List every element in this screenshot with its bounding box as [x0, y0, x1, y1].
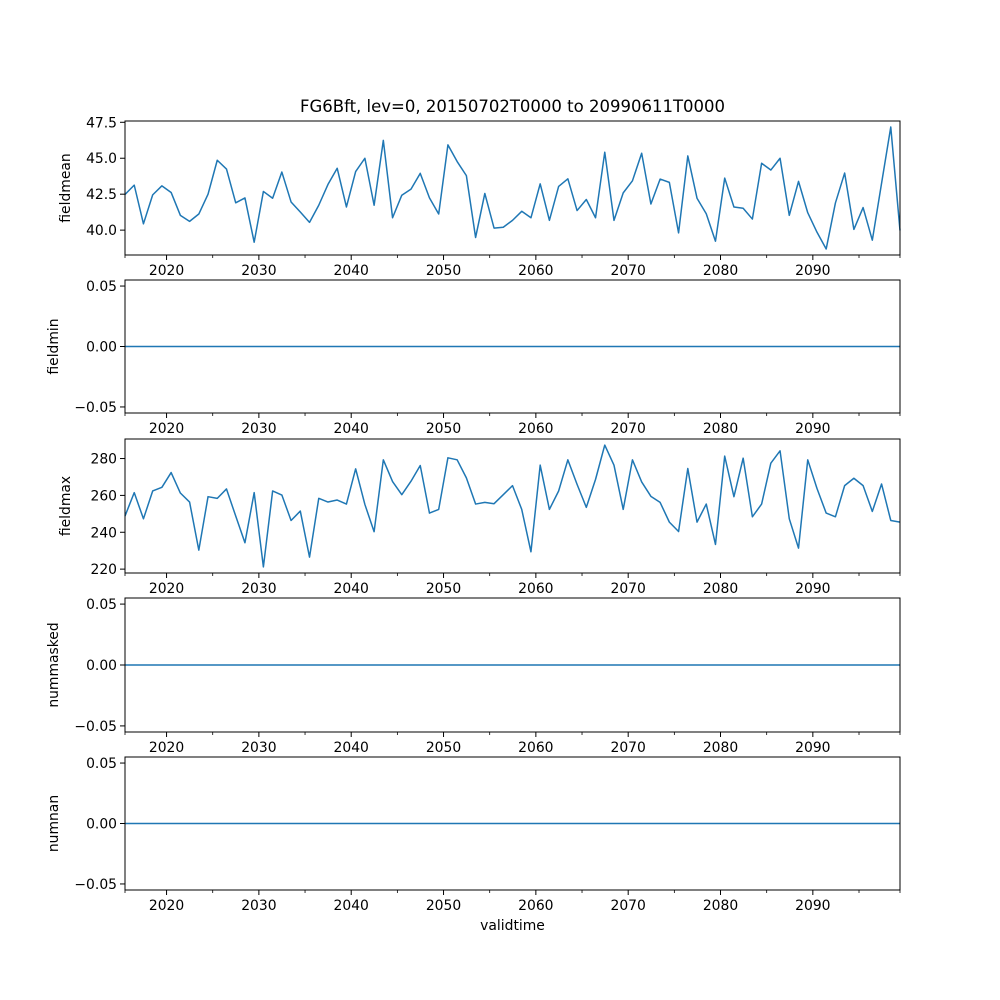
- y-axis-label: numnan: [46, 795, 62, 852]
- x-tick-label: 2060: [518, 581, 553, 597]
- x-tick-label: 2040: [334, 581, 369, 597]
- x-tick-label: 2060: [518, 263, 553, 279]
- x-tick-label: 2020: [149, 421, 184, 437]
- panel-fieldmean: 40.0 42.5 45.0 47.5 fieldmean 2020 2030 2040 205…: [58, 115, 901, 279]
- x-tick-label: 2070: [611, 263, 646, 279]
- y-tick-label: 0.05: [86, 279, 117, 295]
- y-axis-label: fieldmean: [58, 153, 74, 222]
- panel-fieldmin: −0.05 0.00 0.05 fieldmin 2020 2030 2040 2050 206…: [46, 279, 901, 437]
- x-tick-label: 2090: [795, 898, 830, 914]
- y-tick-label: 0.00: [86, 658, 117, 674]
- y-tick-label: 0.05: [86, 756, 117, 772]
- x-tick-label: 2050: [426, 421, 461, 437]
- x-tick-label: 2080: [703, 581, 738, 597]
- y-axis-label: fieldmin: [46, 318, 62, 374]
- x-axis-label: validtime: [480, 918, 545, 934]
- x-tick-label: 2050: [426, 263, 461, 279]
- y-axis-label: fieldmax: [58, 476, 74, 536]
- y-tick-label: 0.00: [86, 340, 117, 356]
- y-tick-label: 47.5: [86, 115, 117, 131]
- x-tick-label: 2070: [611, 740, 646, 756]
- y-tick-label: 42.5: [86, 187, 117, 203]
- y-tick-label: 260: [90, 488, 117, 504]
- y-tick-label: 220: [90, 562, 117, 578]
- x-tick-label: 2040: [334, 898, 369, 914]
- y-tick-label: 40.0: [86, 223, 117, 239]
- x-tick-label: 2040: [334, 421, 369, 437]
- y-tick-label: −0.05: [74, 719, 117, 735]
- x-tick-label: 2040: [334, 263, 369, 279]
- x-tick-label: 2060: [518, 740, 553, 756]
- y-tick-label: −0.05: [74, 877, 117, 893]
- x-tick-label: 2090: [795, 581, 830, 597]
- data-line-fieldmean: [124, 126, 901, 250]
- y-tick-label: 280: [90, 452, 117, 468]
- axes-frame: [124, 438, 901, 574]
- y-tick-label: 240: [90, 525, 117, 541]
- x-tick-label: 2070: [611, 898, 646, 914]
- x-tick-label: 2080: [703, 263, 738, 279]
- panel-fieldmax: 220 240 260 280 fieldmax 2020 2030 2040 2050 2060…: [58, 438, 901, 597]
- x-tick-label: 2070: [611, 421, 646, 437]
- x-tick-label: 2090: [795, 263, 830, 279]
- x-tick-label: 2080: [703, 740, 738, 756]
- y-tick-label: 0.00: [86, 817, 117, 833]
- x-tick-label: 2040: [334, 740, 369, 756]
- x-tick-label: 2080: [703, 421, 738, 437]
- x-tick-label: 2030: [241, 581, 276, 597]
- chart-title: FG6Bft, lev=0, 20150702T0000 to 20990611…: [300, 97, 725, 116]
- x-tick-label: 2090: [795, 421, 830, 437]
- x-tick-label: 2020: [149, 898, 184, 914]
- x-tick-label: 2030: [241, 263, 276, 279]
- axes-frame: [124, 120, 901, 256]
- x-tick-label: 2020: [149, 581, 184, 597]
- x-tick-label: 2020: [149, 740, 184, 756]
- y-tick-label: 0.05: [86, 597, 117, 613]
- x-tick-label: 2050: [426, 740, 461, 756]
- x-tick-label: 2060: [518, 898, 553, 914]
- x-tick-label: 2030: [241, 740, 276, 756]
- x-tick-label: 2060: [518, 421, 553, 437]
- y-axis-label: nummasked: [46, 622, 62, 707]
- panel-numnan: −0.05 0.00 0.05 numnan 2020 2030 2040 2050 2060 2…: [46, 756, 901, 914]
- y-tick-label: −0.05: [74, 400, 117, 416]
- x-tick-label: 2080: [703, 898, 738, 914]
- data-line-fieldmax: [124, 444, 901, 568]
- x-tick-label: 2050: [426, 581, 461, 597]
- x-tick-label: 2030: [241, 898, 276, 914]
- x-tick-label: 2090: [795, 740, 830, 756]
- x-tick-label: 2070: [611, 581, 646, 597]
- x-tick-label: 2050: [426, 898, 461, 914]
- x-tick-label: 2030: [241, 421, 276, 437]
- x-tick-label: 2020: [149, 263, 184, 279]
- y-tick-label: 45.0: [86, 151, 117, 167]
- panel-nummasked: −0.05 0.00 0.05 nummasked 2020 2030 2040 2050 20…: [46, 597, 901, 756]
